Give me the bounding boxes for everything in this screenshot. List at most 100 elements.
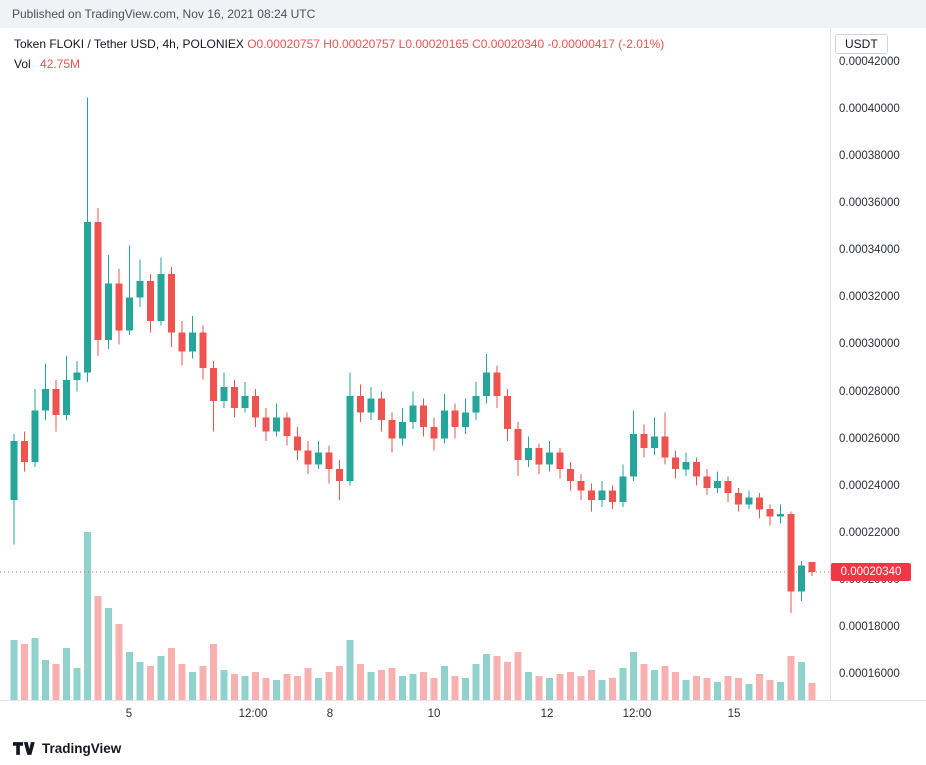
- publish-banner-text: Published on TradingView.com, Nov 16, 20…: [12, 7, 316, 21]
- candle-body: [619, 476, 627, 503]
- candle-body: [283, 417, 291, 437]
- volume-bar: [262, 678, 270, 700]
- volume-bar: [31, 638, 39, 700]
- volume-bar: [21, 644, 28, 700]
- candle-body: [409, 405, 417, 423]
- price-axis-label: 0.00026000: [839, 432, 900, 445]
- volume-bar: [294, 676, 301, 700]
- candle-body: [693, 462, 700, 477]
- volume-bar: [483, 654, 490, 700]
- candle-body: [420, 405, 427, 427]
- candle-body: [577, 481, 585, 491]
- candle-body: [157, 273, 165, 321]
- volume-bar: [472, 664, 480, 700]
- volume-bar: [588, 670, 595, 700]
- volume-bar: [346, 640, 354, 700]
- candle-body: [808, 562, 816, 572]
- candle-body: [651, 436, 658, 449]
- volume-bar: [388, 668, 396, 700]
- candle-body: [724, 481, 732, 493]
- candle-body: [514, 429, 522, 460]
- volume-bar: [525, 672, 532, 700]
- candle-body: [189, 332, 196, 352]
- price-axis-label: 0.00028000: [839, 385, 900, 398]
- volume-bar: [609, 678, 616, 700]
- volume-bar: [724, 676, 732, 700]
- chart-legend: Token FLOKI / Tether USD, 4h, POLONIEX O…: [14, 36, 664, 72]
- volume-bar: [210, 644, 217, 700]
- time-axis-label: 12:00: [238, 708, 268, 720]
- candle-body: [546, 452, 553, 465]
- legend-row-2: Vol 42.75M: [14, 56, 664, 72]
- volume-bar: [367, 672, 375, 700]
- candle-body: [451, 410, 459, 427]
- candle-body: [31, 410, 39, 463]
- candle-body: [556, 452, 564, 470]
- candle-body: [63, 379, 70, 416]
- volume-bar: [441, 666, 448, 700]
- candle-body: [178, 332, 186, 352]
- candle-body: [472, 396, 480, 413]
- candle-body: [73, 372, 81, 380]
- volume-bar: [577, 676, 585, 700]
- price-chart-canvas[interactable]: [0, 28, 830, 700]
- candle-body: [703, 476, 711, 489]
- price-axis[interactable]: USDT 0.00042000 0.00040000 0.00038000 0.000…: [831, 28, 926, 700]
- tradingview-logo-icon[interactable]: [13, 741, 35, 755]
- price-axis-label: 0.00030000: [839, 338, 900, 351]
- candle-body: [252, 396, 259, 418]
- candle-body: [357, 396, 364, 413]
- volume-bar: [52, 664, 60, 700]
- time-axis[interactable]: 5 12:00 8 10 12 12:00 15: [0, 700, 926, 731]
- volume-bar: [399, 676, 406, 700]
- price-axis-label: 0.00024000: [839, 479, 900, 492]
- volume-bar: [252, 672, 259, 700]
- volume-bar: [451, 676, 459, 700]
- candle-body: [262, 417, 270, 432]
- candle-body: [147, 280, 154, 321]
- price-axis-label: 0.00032000: [839, 291, 900, 304]
- candle-body: [52, 389, 60, 416]
- candle-body: [94, 222, 102, 340]
- candle-body: [483, 372, 490, 397]
- candle-body: [598, 490, 606, 500]
- candle-body: [231, 386, 238, 408]
- candle-body: [493, 372, 501, 397]
- volume-bar: [94, 596, 102, 700]
- volume-bar: [693, 676, 700, 700]
- legend-row-1: Token FLOKI / Tether USD, 4h, POLONIEX O…: [14, 36, 664, 52]
- price-axis-label: 0.00042000: [839, 56, 900, 68]
- volume-bar: [651, 670, 658, 700]
- volume-bar: [42, 660, 49, 700]
- candle-body: [336, 469, 343, 481]
- candle-body: [115, 283, 123, 331]
- volume-bar: [504, 662, 511, 700]
- volume-bar: [798, 662, 805, 700]
- volume-bar: [546, 678, 553, 700]
- time-axis-label: 12: [540, 708, 554, 720]
- volume-bar: [273, 680, 280, 700]
- candle-body: [462, 412, 469, 427]
- currency-chip[interactable]: USDT: [835, 34, 888, 54]
- volume-bar: [661, 666, 669, 700]
- time-axis-separator: [0, 700, 926, 701]
- candle-body: [315, 452, 322, 465]
- volume-bar: [514, 652, 522, 700]
- candle-body: [756, 497, 763, 510]
- candle-body: [735, 492, 742, 505]
- volume-bar: [756, 674, 763, 700]
- price-axis-label: 0.00038000: [839, 150, 900, 163]
- candle-body: [42, 389, 49, 411]
- price-axis-label: 0.00034000: [839, 244, 900, 257]
- candle-body: [640, 433, 648, 448]
- candle-body: [588, 490, 595, 500]
- candle-wick: [129, 245, 130, 335]
- candle-body: [105, 283, 112, 340]
- candle-body: [304, 450, 312, 465]
- tradingview-wordmark[interactable]: TradingView: [42, 740, 122, 756]
- candle-body: [294, 436, 301, 451]
- candle-body: [168, 273, 175, 333]
- candle-body: [241, 396, 249, 408]
- candle-body: [346, 396, 354, 481]
